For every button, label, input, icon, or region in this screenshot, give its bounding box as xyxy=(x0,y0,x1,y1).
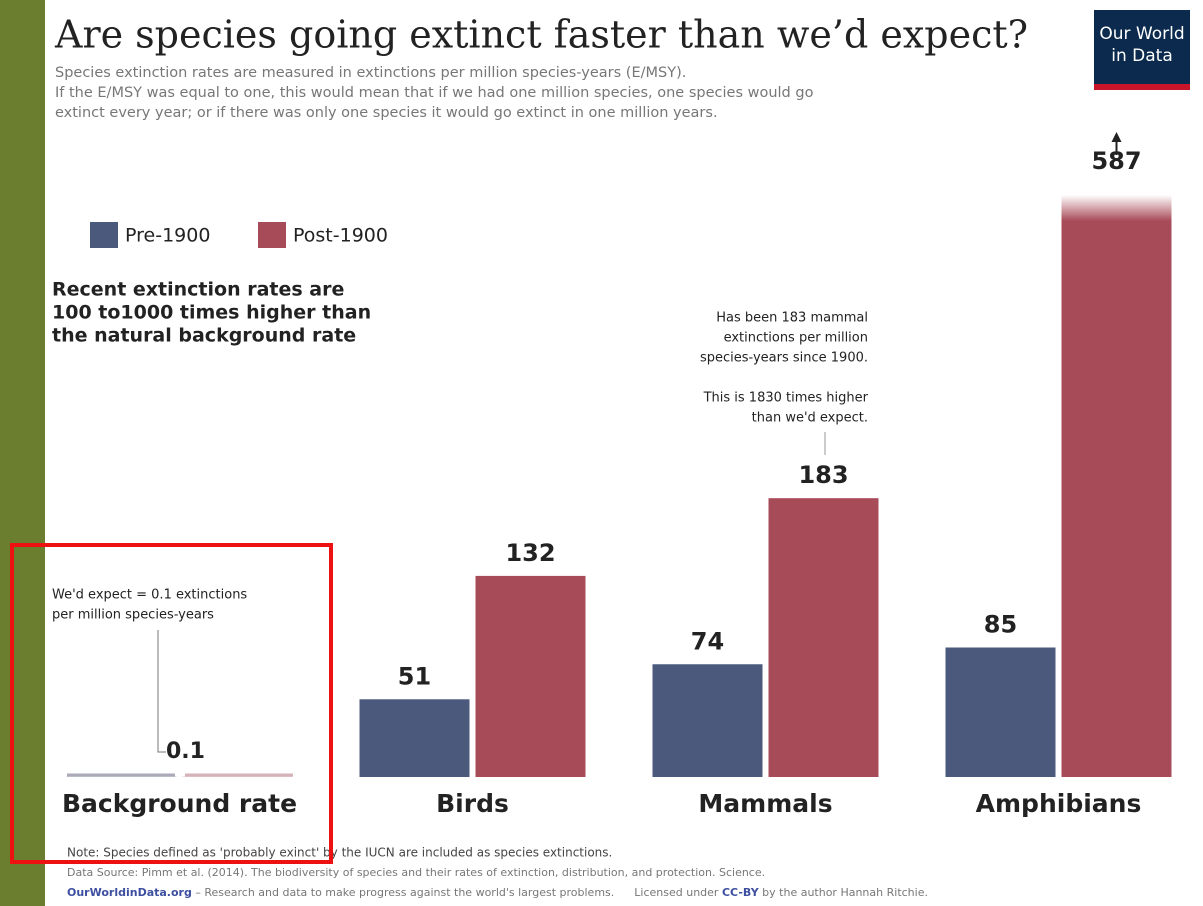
subtitle: Species extinction rates are measured in… xyxy=(55,65,686,81)
bar xyxy=(359,699,470,777)
footer-site[interactable]: OurWorldinData.org xyxy=(67,886,192,899)
footer-line: OurWorldinData.org – Research and data t… xyxy=(67,886,928,899)
legend-swatch xyxy=(90,222,118,248)
logo-text: Our World xyxy=(1099,24,1184,44)
x-tick-label: Background rate xyxy=(62,789,297,818)
x-tick-label: Birds xyxy=(436,789,509,818)
annotation: extinctions per million xyxy=(724,331,868,346)
logo-text: in Data xyxy=(1111,46,1173,66)
bar-fade xyxy=(1061,195,1172,221)
footer-tagline: – Research and data to make progress aga… xyxy=(192,886,614,899)
logo xyxy=(1094,10,1190,90)
annotation: species-years since 1900. xyxy=(700,351,868,366)
annotation: 100 to1000 times higher than xyxy=(52,302,371,324)
value-label: 587 xyxy=(1091,147,1141,175)
annotation: Recent extinction rates are xyxy=(52,279,344,301)
footer-license: by the author Hannah Ritchie. xyxy=(759,886,928,899)
bar xyxy=(768,498,879,777)
value-label: 85 xyxy=(984,610,1017,638)
value-label: 132 xyxy=(505,539,555,567)
highlight-box xyxy=(10,543,333,864)
annotation: This is 1830 times higher xyxy=(703,391,869,406)
annotation: the natural background rate xyxy=(52,325,356,347)
footer-source: Data Source: Pimm et al. (2014). The bio… xyxy=(67,866,765,879)
annotation: per million species-years xyxy=(52,608,214,623)
footer-license-link[interactable]: CC-BY xyxy=(722,886,760,899)
bar xyxy=(652,664,763,777)
subtitle: extinct every year; or if there was only… xyxy=(55,105,718,121)
x-tick-label: Mammals xyxy=(698,789,832,818)
logo-bar xyxy=(1094,84,1190,90)
subtitle: If the E/MSY was equal to one, this woul… xyxy=(55,85,814,101)
arrow-head xyxy=(1111,132,1122,142)
chart-title: Are species going extinct faster than we… xyxy=(54,13,1028,57)
legend-label: Pre-1900 xyxy=(125,225,210,247)
annotation: Has been 183 mammal xyxy=(716,311,868,326)
legend-label: Post-1900 xyxy=(293,225,388,247)
bar xyxy=(945,647,1056,777)
x-tick-label: Amphibians xyxy=(976,789,1142,818)
bar xyxy=(1061,195,1172,777)
legend-swatch xyxy=(258,222,286,248)
value-label: 0.1 xyxy=(166,739,205,764)
value-label: 183 xyxy=(798,461,848,489)
value-label: 74 xyxy=(691,627,724,655)
connector xyxy=(157,630,166,753)
bar xyxy=(475,575,586,777)
annotation: We'd expect = 0.1 extinctions xyxy=(52,588,247,603)
value-label: 51 xyxy=(398,662,431,690)
footer-note: Note: Species defined as 'probably exinc… xyxy=(67,846,612,860)
footer-license: Licensed under xyxy=(634,886,722,899)
annotation: than we'd expect. xyxy=(752,411,868,426)
